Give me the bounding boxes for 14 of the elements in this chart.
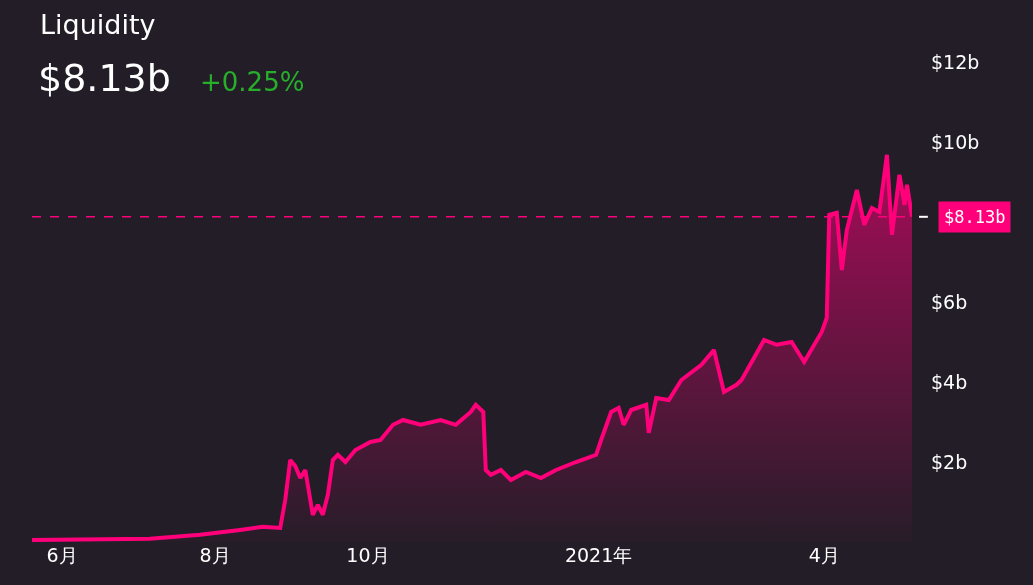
x-tick-label: 6月	[46, 544, 78, 566]
chart-title: Liquidity	[40, 9, 156, 40]
chart-subtitle: $8.13b	[38, 56, 171, 100]
y-tick-label: $2b	[931, 450, 968, 473]
x-tick-label: 8月	[199, 544, 231, 566]
annotation: +0.25%	[200, 67, 305, 97]
y-tick-label: $6b	[931, 290, 968, 313]
y-tick-label: $10b	[931, 130, 980, 153]
ref-line-label: $8.13b	[944, 207, 1006, 227]
x-tick-label: 10月	[346, 544, 390, 566]
x-tick-label: 2021年	[564, 544, 633, 566]
y-tick-label: $12b	[931, 50, 980, 73]
x-tick-label: 4月	[808, 544, 840, 566]
y-tick-label: $4b	[931, 370, 968, 393]
